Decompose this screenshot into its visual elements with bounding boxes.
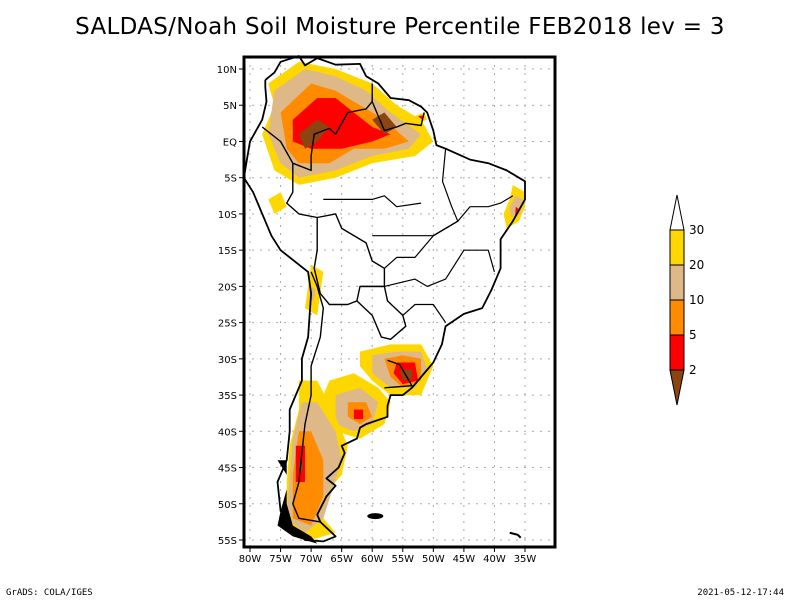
border-north [261,83,373,172]
border-chile-argentina [292,271,324,523]
region-pampas-red [353,409,364,419]
y-tick-label: 10N [217,65,237,76]
border-paraguay [356,285,407,340]
colorbar-label: 20 [689,258,704,272]
x-tick-label: 80W [239,554,262,565]
colorbar-bin-below-2 [669,369,685,406]
y-tick-label: 15S [218,246,237,257]
y-tick-label: 50S [218,500,237,511]
y-tick-label: 5N [223,101,237,112]
x-tick-label: 45W [453,554,476,565]
colorbar-label: 2 [689,363,697,377]
y-tick-label: 45S [218,464,237,475]
colorbar: 30 20 10 5 2 [669,194,704,406]
y-tick-label: 10S [218,210,237,221]
chilean-fjords [277,460,318,544]
x-tick-label: 50W [422,554,445,565]
x-tick-label: 70W [300,554,323,565]
falkland-islands [367,513,384,520]
region-amapa-red [418,115,423,120]
coastlines-borders [243,55,526,543]
chart-title: SALDAS/Noah Soil Moisture Percentile FEB… [75,14,725,40]
border-states-3 [384,249,495,287]
colorbar-bin-2-5 [669,334,685,371]
border-states-5 [323,195,422,208]
x-tick-label: 40W [483,554,506,565]
y-tick-label: 30S [218,355,237,366]
region-peru [268,192,287,214]
x-tick-label: 35W [514,554,537,565]
colorbar-bin-5-10 [669,299,685,336]
coastline-south-america [243,55,526,543]
border-peru-brazil [286,163,318,219]
colorbar-label: 5 [689,328,697,342]
y-tick-label: 35S [218,391,237,402]
map-frame [242,55,557,549]
border-states-1 [384,148,459,269]
y-tick-label: 5S [224,174,237,185]
border-guianas [371,101,425,132]
y-tick-label: 55S [218,536,237,547]
footer-credit: GrADS: COLA/IGES [6,588,93,598]
footer-timestamp: 2021-05-12-17:44 [697,588,784,598]
border-bolivia [313,213,386,306]
x-tick-label: 65W [330,554,353,565]
colorbar-label: 10 [689,293,704,307]
x-tick-label: 60W [361,554,384,565]
y-tick-label: 40S [218,427,237,438]
colorbar-bin-above-30 [669,194,685,231]
region-ne-tan [509,195,524,218]
border-states-4 [402,303,447,323]
y-tick-label: 20S [218,282,237,293]
border-uruguay [384,359,413,389]
colorbar-bin-10-20 [669,264,685,301]
x-tick-label: 55W [391,554,414,565]
border-states-2 [372,195,514,237]
colorbar-bin-20-30 [669,229,685,266]
x-tick-label: 75W [269,554,292,565]
x-axis: 80W 75W 70W 65W 60W 55W 50W 45W 40W 35W [239,547,537,565]
y-tick-label: EQ [223,137,237,148]
y-axis: 10N 5N EQ 5S 10S 15S 20S 25S 30S 35S 40S 45S 50S 55S [217,65,244,547]
south-georgia [509,531,522,539]
colorbar-label: 30 [689,223,704,237]
y-tick-label: 25S [218,319,237,330]
